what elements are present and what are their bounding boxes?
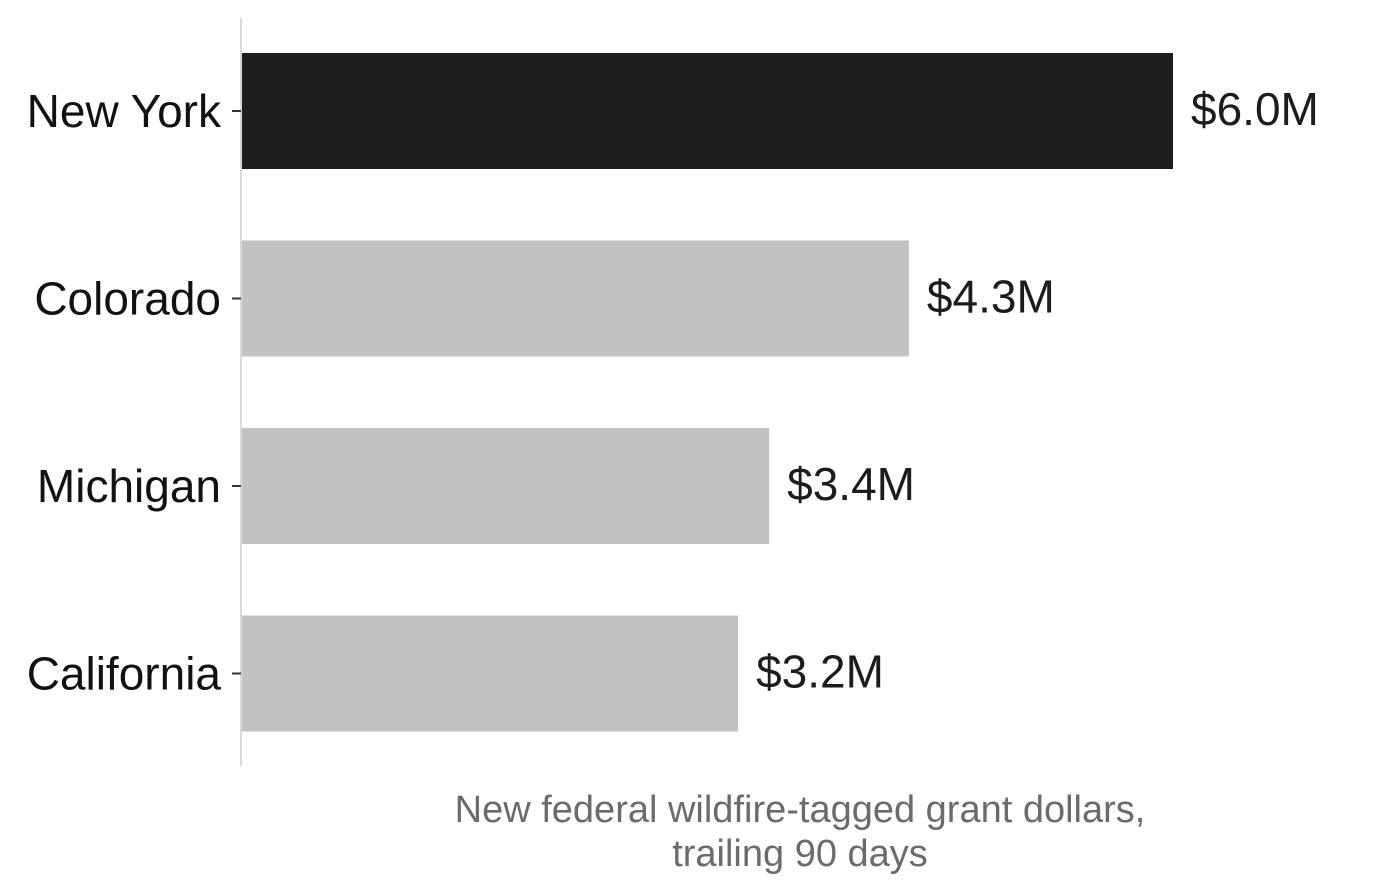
- category-label-new-york: New York: [27, 85, 222, 137]
- value-label-colorado: $4.3M: [927, 271, 1055, 323]
- bar-michigan: [242, 428, 770, 544]
- category-label-michigan: Michigan: [37, 460, 221, 512]
- value-label-california: $3.2M: [756, 646, 884, 698]
- category-label-california: California: [27, 648, 222, 700]
- bar-california: [242, 615, 739, 732]
- y-axis-ticks: [232, 110, 241, 675]
- bar-new-york: [242, 53, 1173, 169]
- category-labels: New York Colorado Michigan California: [27, 85, 222, 700]
- bars-group: [242, 53, 1173, 732]
- category-label-colorado: Colorado: [34, 273, 221, 325]
- x-axis-label-line-1: New federal wildfire-tagged grant dollar…: [455, 789, 1146, 831]
- value-label-new-york: $6.0M: [1191, 83, 1319, 135]
- value-labels: $6.0M $4.3M $3.4M $3.2M: [756, 83, 1319, 698]
- x-axis-label-line-2: trailing 90 days: [672, 833, 928, 875]
- bar-colorado: [242, 240, 909, 357]
- value-label-michigan: $3.4M: [787, 458, 915, 510]
